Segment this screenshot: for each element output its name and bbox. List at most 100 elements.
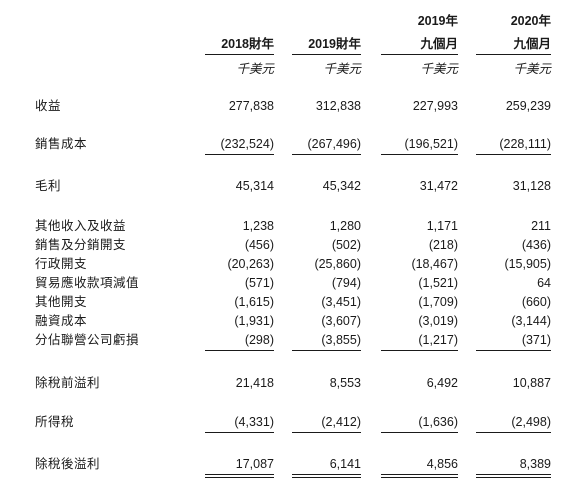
total-double-rule [381,477,458,478]
header-rule [292,54,361,55]
table-cell: (660) [521,295,551,309]
header-row-2: 2018財年 2019財年 九個月 九個月 [0,35,578,53]
table-cell: 6,492 [426,376,458,390]
table-cell: (502) [331,238,361,252]
header-rule [476,54,551,55]
unit-label: 千美元 [236,61,274,76]
row-label: 所得稅 [35,414,75,429]
table-row-finance-costs: 融資成本 (1,931) (3,607) (3,019) (3,144) [0,312,578,330]
header-rule [381,54,458,55]
subtotal-rule [205,350,274,351]
table-row-gross-profit: 毛利 45,314 45,342 31,472 31,128 [0,177,578,195]
table-cell: 64 [537,276,551,290]
subtotal-rule [381,154,458,155]
column-header-line1: 2020年 [510,14,551,28]
subtotal-rule [476,154,551,155]
table-cell: 4,856 [426,457,458,471]
table-row-receivables-impairment: 貿易應收款項減值 (571) (794) (1,521) 64 [0,274,578,292]
table-row-other-income: 其他收入及收益 1,238 1,280 1,171 211 [0,217,578,235]
total-double-rule [292,474,361,475]
subtotal-rule [292,432,361,433]
table-cell: 1,280 [329,219,361,233]
row-label: 毛利 [35,178,62,193]
subtotal-rule [381,432,458,433]
table-row-associate-losses: 分佔聯營公司虧損 (298) (3,855) (1,217) (371) [0,331,578,349]
total-double-rule [381,474,458,475]
table-row-other-expenses: 其他開支 (1,615) (3,451) (1,709) (660) [0,293,578,311]
table-row-income-tax: 所得稅 (4,331) (2,412) (1,636) (2,498) [0,413,578,431]
column-header-line1: 2019年 [417,14,458,28]
table-cell: (218) [428,238,458,252]
subtotal-rule [381,350,458,351]
table-cell: 45,314 [235,179,274,193]
table-cell: (1,521) [418,276,458,290]
unit-label: 千美元 [513,61,551,76]
table-cell: (794) [331,276,361,290]
table-cell: 45,342 [322,179,361,193]
row-label: 除稅後溢利 [35,456,101,471]
unit-row: 千美元 千美元 千美元 千美元 [0,60,578,78]
table-row-profit-after-tax: 除稅後溢利 17,087 6,141 4,856 8,389 [0,455,578,473]
table-cell: (1,615) [234,295,274,309]
row-label: 其他收入及收益 [35,218,127,233]
header-row-1: 2019年 2020年 [0,12,578,30]
row-label: 除稅前溢利 [35,375,101,390]
table-cell: 277,838 [228,99,274,113]
table-cell: (571) [244,276,274,290]
table-row-admin-expenses: 行政開支 (20,263) (25,860) (18,467) (15,905) [0,255,578,273]
subtotal-rule [205,432,274,433]
subtotal-rule [476,350,551,351]
row-label: 分佔聯營公司虧損 [35,332,140,347]
header-rule [205,54,274,55]
table-row-selling-expenses: 銷售及分銷開支 (456) (502) (218) (436) [0,236,578,254]
table-cell: (1,709) [418,295,458,309]
table-cell: (3,019) [418,314,458,328]
column-header-fy2019: 2019財年 [308,37,361,51]
total-double-rule [205,477,274,478]
row-label: 貿易應收款項減值 [35,275,140,290]
table-cell: (371) [521,333,551,347]
table-cell: 8,389 [519,457,551,471]
table-cell: 10,887 [512,376,551,390]
table-cell: (4,331) [234,415,274,429]
row-label: 銷售成本 [35,136,88,151]
subtotal-rule [205,154,274,155]
column-header-9m2019: 九個月 [420,36,458,51]
subtotal-rule [292,350,361,351]
total-double-rule [476,477,551,478]
table-cell: 312,838 [315,99,361,113]
table-row-cost-of-sales: 銷售成本 (232,524) (267,496) (196,521) (228,… [0,135,578,153]
table-cell: (3,451) [321,295,361,309]
total-double-rule [292,477,361,478]
table-cell: (1,931) [234,314,274,328]
table-cell: 17,087 [235,457,274,471]
column-header-fy2018: 2018財年 [221,37,274,51]
table-cell: (267,496) [307,137,361,151]
table-cell: (15,905) [504,257,551,271]
table-cell: 21,418 [235,376,274,390]
subtotal-rule [292,154,361,155]
table-cell: (2,412) [321,415,361,429]
table-cell: 31,128 [512,179,551,193]
total-double-rule [205,474,274,475]
row-label: 行政開支 [35,256,88,271]
subtotal-rule [476,432,551,433]
table-cell: (20,263) [227,257,274,271]
table-cell: 211 [531,219,551,233]
table-cell: (456) [244,238,274,252]
table-cell: (3,855) [321,333,361,347]
table-cell: 6,141 [329,457,361,471]
table-cell: (18,467) [411,257,458,271]
row-label: 收益 [35,98,62,113]
table-cell: 259,239 [505,99,551,113]
table-row-profit-before-tax: 除稅前溢利 21,418 8,553 6,492 10,887 [0,374,578,392]
table-cell: (228,111) [499,137,551,151]
table-cell: (2,498) [511,415,551,429]
row-label: 融資成本 [35,313,88,328]
table-cell: (25,860) [314,257,361,271]
unit-label: 千美元 [420,61,458,76]
table-cell: 31,472 [419,179,458,193]
row-label: 其他開支 [35,294,88,309]
table-cell: (1,217) [418,333,458,347]
